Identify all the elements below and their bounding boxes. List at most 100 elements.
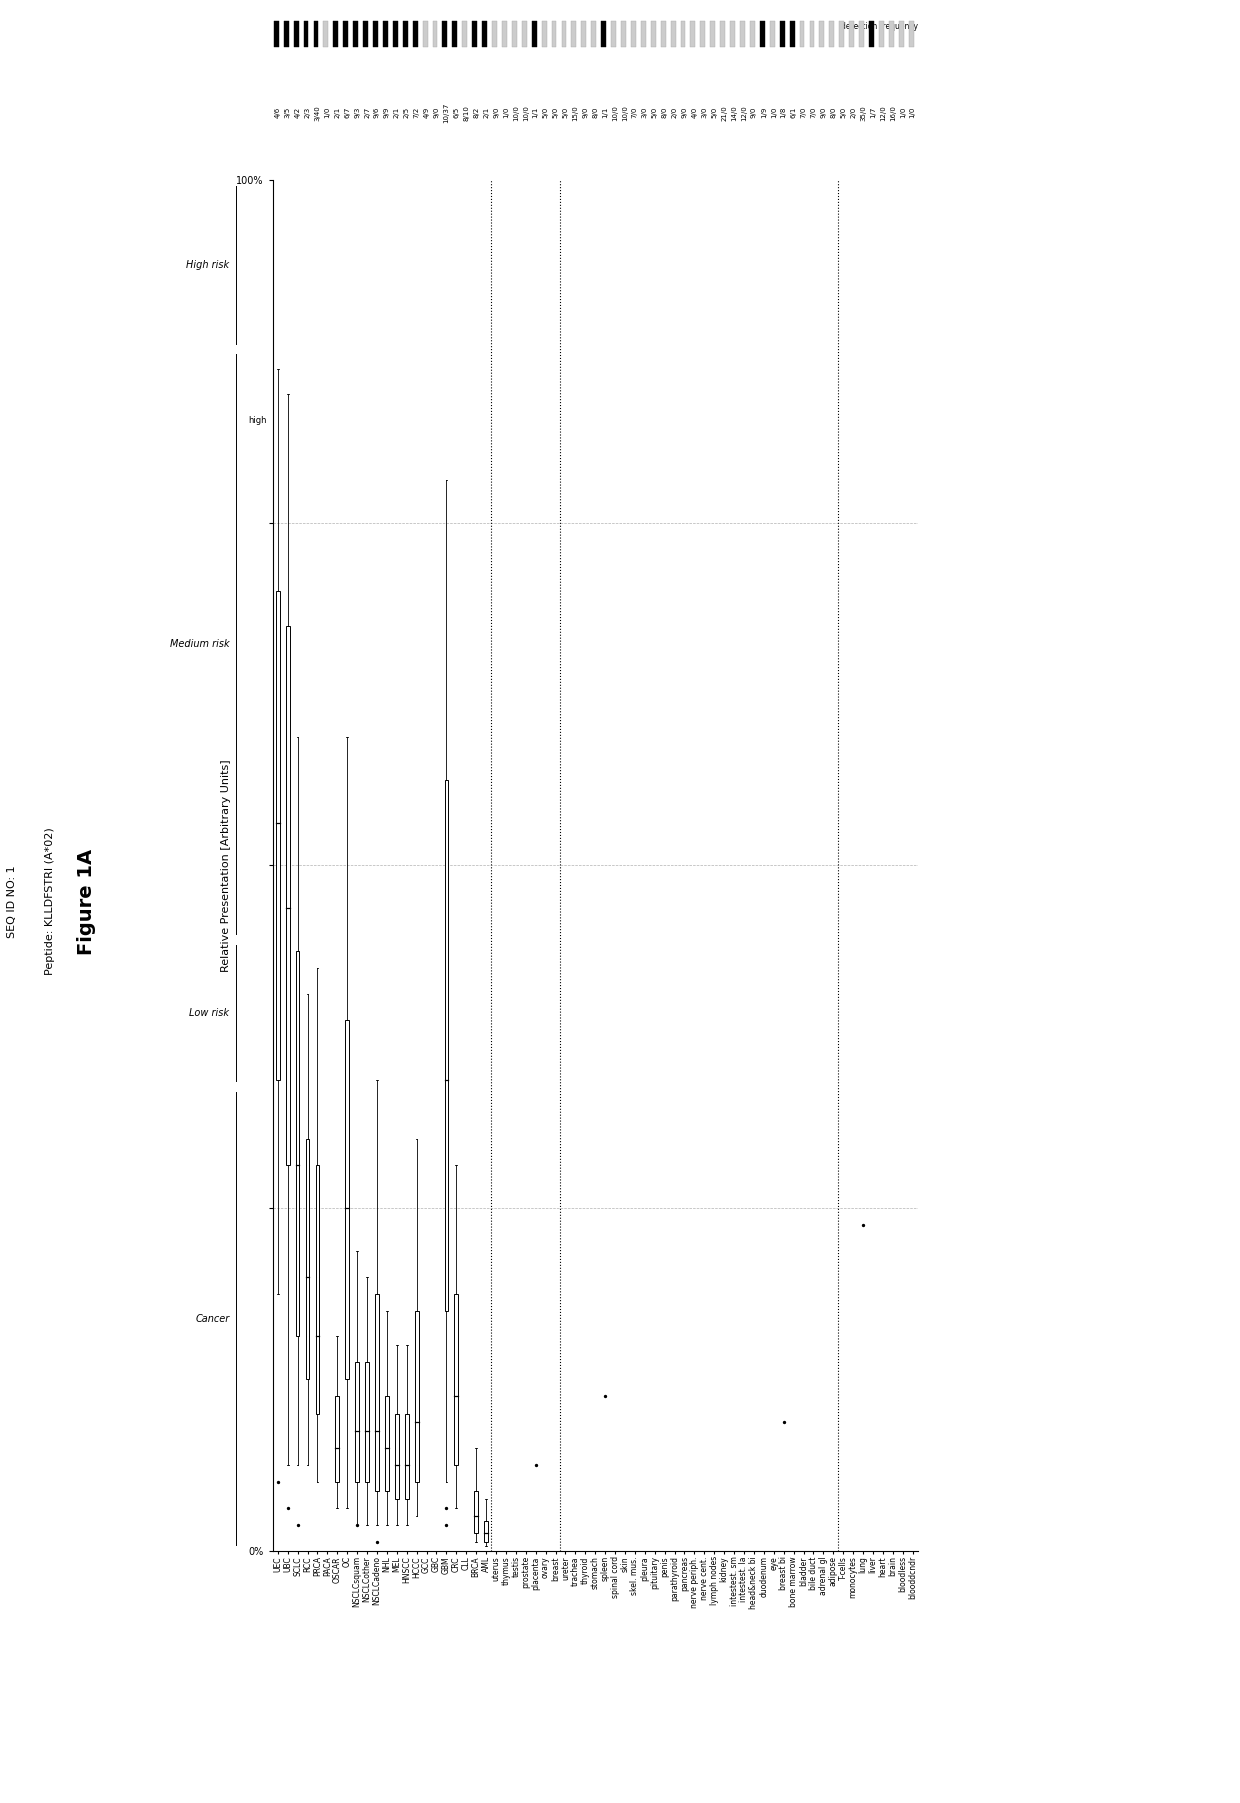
Text: 1/0: 1/0	[503, 106, 508, 119]
Bar	[502, 22, 507, 47]
Bar	[730, 22, 735, 47]
Text: 2/7: 2/7	[365, 106, 370, 119]
Text: 9/9: 9/9	[384, 106, 389, 119]
Bar	[879, 22, 884, 47]
Bar	[701, 22, 706, 47]
Bar	[454, 1295, 459, 1464]
Bar	[631, 22, 636, 47]
Bar	[355, 1363, 360, 1482]
Bar	[522, 22, 527, 47]
Text: 3/0: 3/0	[642, 106, 647, 119]
Bar	[849, 22, 854, 47]
Bar	[760, 22, 765, 47]
Bar	[859, 22, 864, 47]
Text: 2/3: 2/3	[305, 106, 310, 119]
Text: 7/0: 7/0	[811, 106, 816, 119]
Text: 2/1: 2/1	[394, 106, 399, 119]
Text: 1/8: 1/8	[781, 106, 786, 119]
Bar	[414, 1311, 419, 1482]
Bar	[740, 22, 745, 47]
Text: 2/1: 2/1	[335, 106, 340, 119]
Text: 5/0: 5/0	[563, 106, 568, 119]
Bar	[274, 22, 279, 47]
Text: 8/0: 8/0	[662, 106, 667, 119]
Text: 6/7: 6/7	[345, 106, 350, 119]
Text: 2/0: 2/0	[672, 106, 677, 119]
Text: 1/0: 1/0	[910, 106, 915, 119]
Bar	[393, 22, 398, 47]
Bar	[830, 22, 835, 47]
Text: 9/6: 9/6	[374, 106, 379, 119]
Text: 21/0: 21/0	[722, 105, 727, 121]
Bar	[453, 22, 458, 47]
Text: 1/1: 1/1	[603, 106, 608, 119]
Bar	[582, 22, 587, 47]
Text: 5/0: 5/0	[841, 106, 846, 119]
Text: Low risk: Low risk	[190, 1008, 229, 1019]
Bar	[383, 22, 388, 47]
Bar	[365, 1363, 370, 1482]
Bar	[315, 1165, 320, 1414]
Bar	[363, 22, 368, 47]
Text: 9/0: 9/0	[682, 106, 687, 119]
Text: 5/0: 5/0	[652, 106, 657, 119]
Bar	[661, 22, 666, 47]
Bar	[820, 22, 825, 47]
Text: high: high	[248, 416, 267, 424]
Text: 1/9: 1/9	[761, 106, 766, 119]
Bar	[681, 22, 686, 47]
Bar	[413, 22, 418, 47]
Bar	[711, 22, 715, 47]
Text: 1/1: 1/1	[533, 106, 538, 119]
Text: 6/5: 6/5	[454, 106, 459, 119]
Text: 12/0: 12/0	[880, 105, 885, 121]
Text: 9/3: 9/3	[355, 106, 360, 119]
Bar	[394, 1414, 399, 1500]
Text: Medium risk: Medium risk	[170, 638, 229, 649]
Bar	[601, 22, 606, 47]
Bar	[474, 1491, 479, 1533]
Bar	[869, 22, 874, 47]
Bar	[770, 22, 775, 47]
Bar	[780, 22, 785, 47]
Bar	[444, 779, 449, 1311]
Bar	[641, 22, 646, 47]
Bar	[324, 22, 329, 47]
Text: 3/5: 3/5	[285, 106, 290, 119]
Bar	[839, 22, 844, 47]
Bar	[492, 22, 497, 47]
Bar	[810, 22, 815, 47]
Text: 9/0: 9/0	[434, 106, 439, 119]
Bar	[335, 1396, 340, 1482]
Text: 7/0: 7/0	[801, 106, 806, 119]
Bar	[345, 1019, 350, 1379]
Bar	[353, 22, 358, 47]
Bar	[790, 22, 795, 47]
Text: 8/0: 8/0	[831, 106, 836, 119]
Bar	[572, 22, 577, 47]
Bar	[463, 22, 467, 47]
Text: High risk: High risk	[186, 260, 229, 270]
Text: 16/0: 16/0	[890, 105, 895, 121]
Bar	[909, 22, 914, 47]
Text: 5/0: 5/0	[712, 106, 717, 119]
Text: 10/0: 10/0	[613, 105, 618, 121]
Bar	[800, 22, 805, 47]
Text: 2/5: 2/5	[404, 106, 409, 119]
Bar	[443, 22, 448, 47]
Bar	[373, 22, 378, 47]
Bar	[621, 22, 626, 47]
Text: 9/0: 9/0	[583, 106, 588, 119]
Text: 9/0: 9/0	[751, 106, 756, 119]
Text: 1/0: 1/0	[771, 106, 776, 119]
Text: 7/0: 7/0	[632, 106, 637, 119]
Bar	[899, 22, 904, 47]
Text: 14/0: 14/0	[732, 105, 737, 121]
Bar	[285, 626, 290, 1165]
Bar	[484, 1520, 489, 1542]
Bar	[472, 22, 477, 47]
Text: Cancer: Cancer	[195, 1314, 229, 1323]
Bar	[294, 22, 299, 47]
Text: detection frequency: detection frequency	[841, 22, 918, 31]
Bar	[295, 952, 300, 1336]
